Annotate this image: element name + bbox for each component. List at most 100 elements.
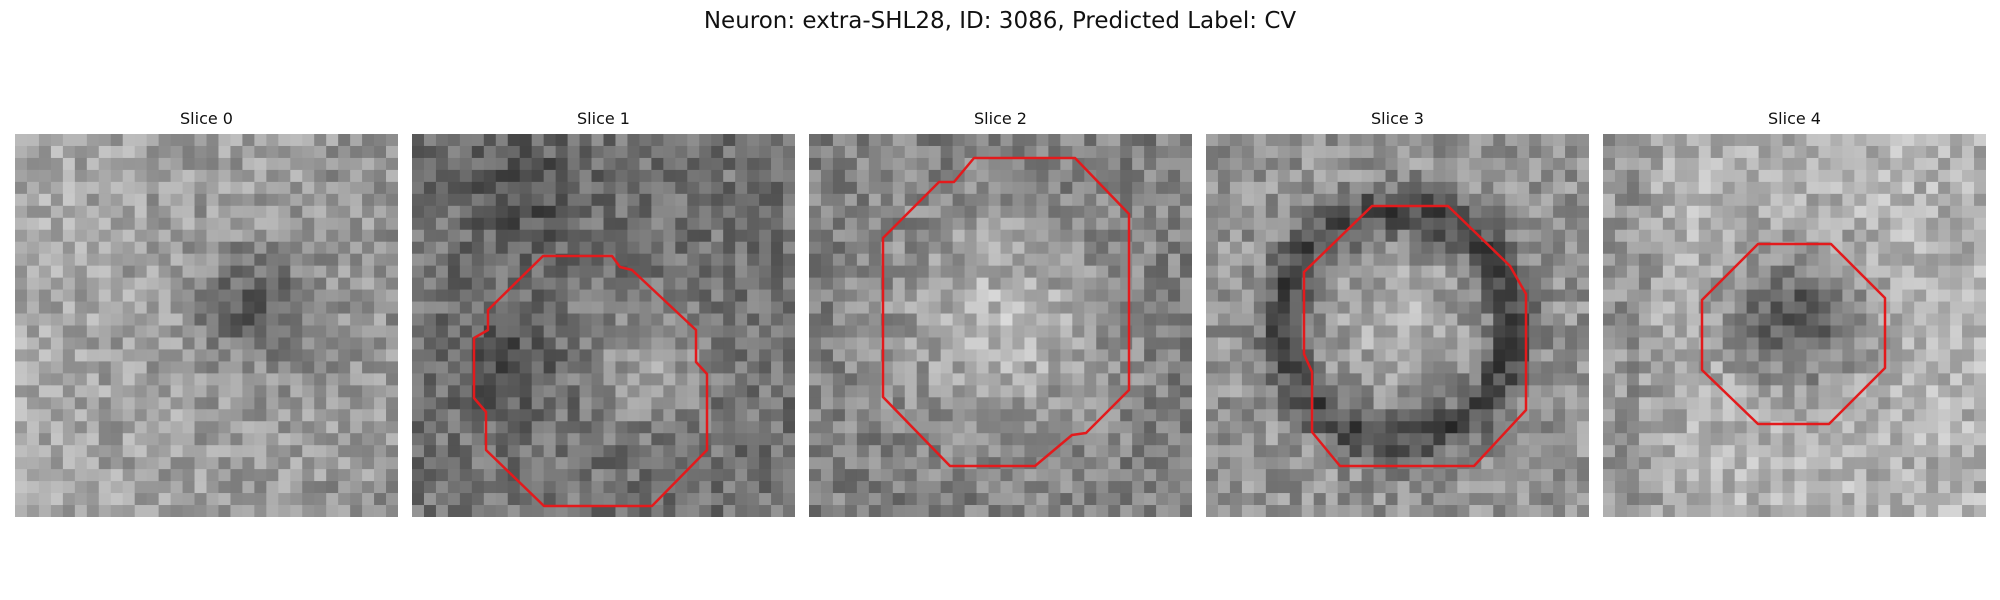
- pixel: [591, 361, 604, 374]
- pixel: [254, 145, 267, 159]
- pixel: [1505, 469, 1518, 482]
- pixel: [1974, 253, 1986, 267]
- pixel: [555, 289, 568, 302]
- pixel: [952, 217, 965, 231]
- pixel: [519, 469, 533, 482]
- pixel: [1794, 337, 1807, 350]
- pixel: [1060, 157, 1073, 171]
- pixel: [1036, 277, 1049, 290]
- pixel: [1854, 253, 1867, 267]
- pixel: [976, 361, 989, 374]
- pixel: [940, 277, 954, 290]
- pixel: [15, 397, 28, 410]
- pixel: [1421, 421, 1434, 434]
- pixel: [771, 205, 784, 219]
- pixel: [350, 505, 363, 517]
- pixel: [1229, 229, 1243, 243]
- pixel: [1914, 289, 1927, 302]
- pixel: [1662, 397, 1676, 410]
- pixel: [158, 433, 171, 446]
- pixel: [423, 145, 437, 159]
- pixel: [1349, 229, 1362, 243]
- pixel: [1938, 397, 1951, 410]
- pixel: [423, 433, 437, 446]
- pixel: [1337, 445, 1351, 458]
- pixel: [1096, 277, 1109, 290]
- pixel: [1926, 421, 1939, 434]
- pixel: [50, 361, 64, 374]
- pixel: [1409, 205, 1422, 219]
- pixel: [892, 205, 906, 219]
- pixel: [1866, 397, 1879, 410]
- pixel: [844, 277, 858, 290]
- pixel: [86, 325, 100, 338]
- pixel: [723, 289, 736, 302]
- pixel: [1481, 277, 1494, 290]
- pixel: [868, 217, 882, 231]
- pixel: [1626, 361, 1640, 374]
- pixel: [194, 433, 207, 446]
- pixel: [880, 505, 894, 517]
- pixel: [1758, 169, 1771, 183]
- pixel: [1120, 325, 1133, 338]
- pixel: [254, 481, 267, 494]
- pixel: [579, 433, 592, 446]
- pixel: [1457, 481, 1470, 494]
- pixel: [1541, 265, 1554, 279]
- pixel: [1313, 157, 1327, 171]
- pixel: [386, 169, 398, 183]
- pixel: [459, 385, 473, 398]
- pixel: [495, 361, 509, 374]
- pixel: [1481, 169, 1494, 183]
- pixel: [98, 505, 112, 517]
- pixel: [1650, 313, 1664, 326]
- pixel: [868, 265, 882, 279]
- pixel: [1842, 277, 1855, 290]
- pixel: [1974, 181, 1986, 195]
- pixel: [1120, 409, 1133, 422]
- pixel: [1469, 469, 1482, 482]
- pixel: [1445, 301, 1458, 314]
- pixel: [278, 157, 291, 171]
- pixel: [856, 277, 870, 290]
- pixel: [314, 217, 327, 231]
- pixel: [627, 445, 640, 458]
- pixel: [832, 205, 846, 219]
- pixel: [567, 193, 580, 207]
- pixel: [62, 373, 76, 386]
- pixel: [50, 421, 64, 434]
- pixel: [1433, 421, 1446, 434]
- pixel: [266, 361, 279, 374]
- pixel: [182, 421, 195, 434]
- pixel: [1638, 229, 1652, 243]
- pixel: [1337, 229, 1351, 243]
- pixel: [1493, 181, 1506, 195]
- pixel: [290, 481, 303, 494]
- pixel: [1794, 301, 1807, 314]
- pixel: [1938, 433, 1951, 446]
- pixel: [1890, 325, 1903, 338]
- pixel: [326, 445, 339, 458]
- pixel: [675, 505, 688, 517]
- pixel: [856, 181, 870, 195]
- pixel: [218, 481, 231, 494]
- pixel: [964, 241, 977, 255]
- pixel: [964, 134, 977, 147]
- pixel: [1217, 193, 1231, 207]
- pixel: [1000, 337, 1013, 350]
- pixel: [1445, 469, 1458, 482]
- pixel: [1036, 457, 1049, 470]
- pixel: [62, 205, 76, 219]
- pixel: [386, 337, 398, 350]
- pixel: [1206, 505, 1219, 517]
- pixel: [1553, 349, 1566, 362]
- pixel: [1842, 385, 1855, 398]
- pixel: [663, 433, 676, 446]
- pixel: [988, 169, 1001, 183]
- pixel: [603, 181, 616, 195]
- pixel: [1036, 181, 1049, 195]
- pixel: [242, 361, 255, 374]
- pixel: [1854, 409, 1867, 422]
- pixel: [723, 229, 736, 243]
- pixel: [1313, 134, 1327, 147]
